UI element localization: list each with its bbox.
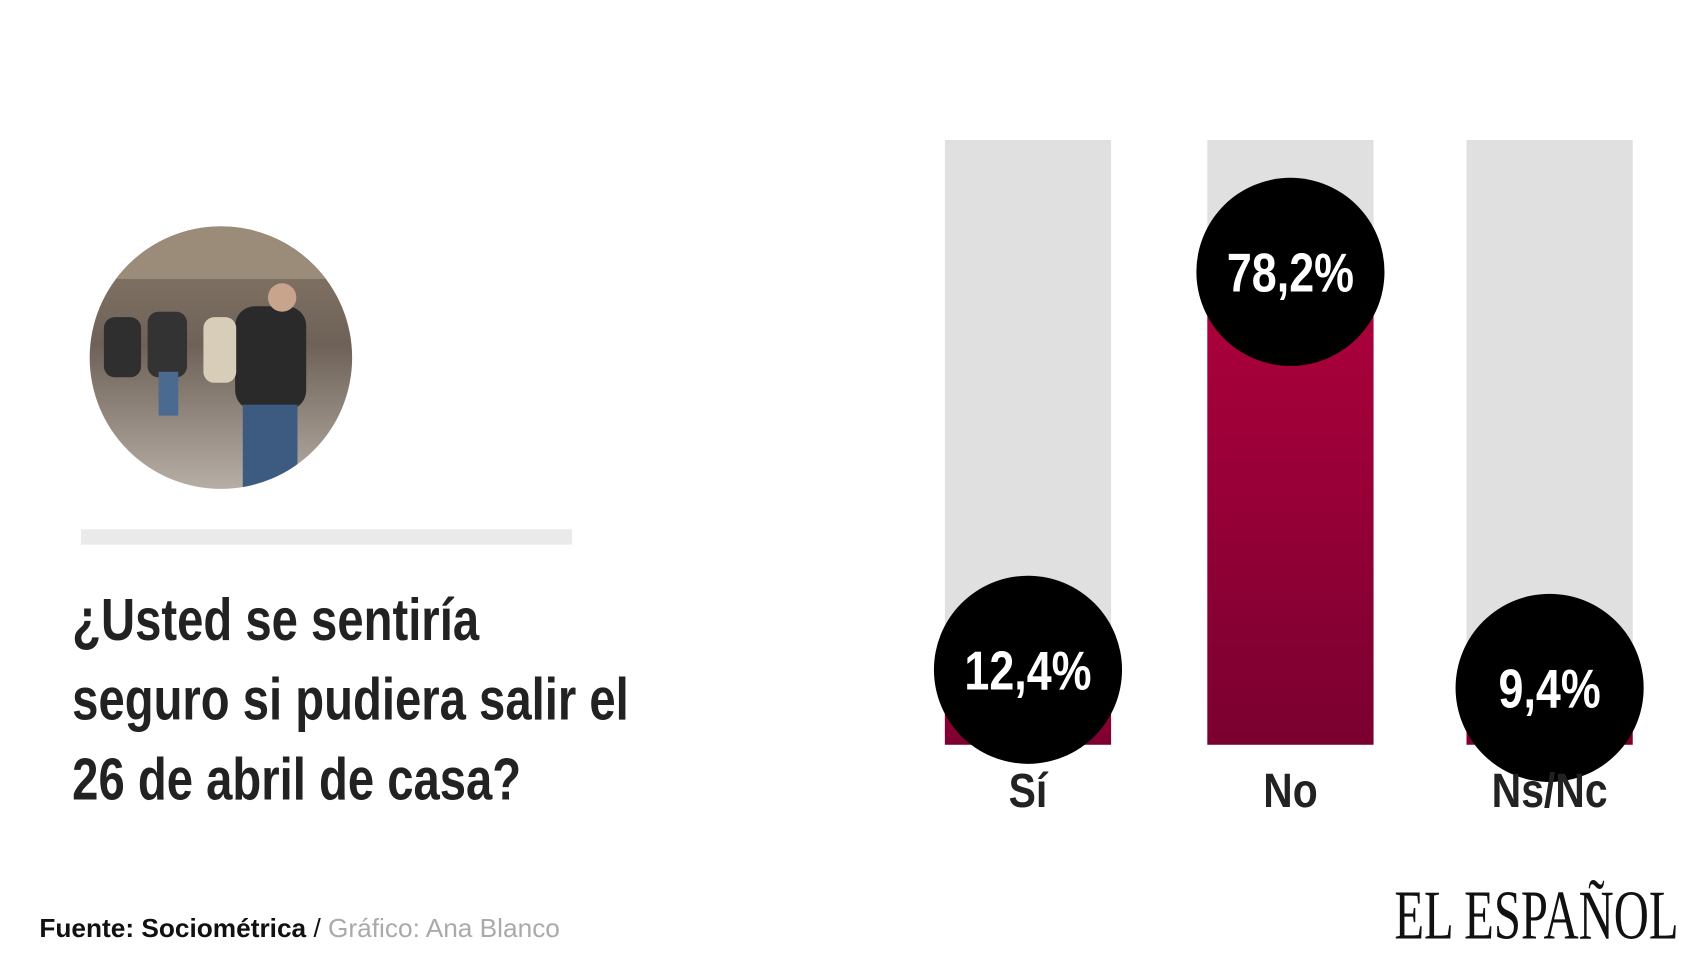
separator: / xyxy=(313,913,321,943)
divider xyxy=(80,529,572,545)
value-badge xyxy=(933,575,1123,764)
chart-title-line: ¿Usted se sentiría xyxy=(72,588,480,653)
value-label: 12,4% xyxy=(964,640,1091,701)
photo xyxy=(89,226,353,489)
x-tick-label: Sí xyxy=(1009,765,1049,818)
brand-logo: EL ESPAÑOL xyxy=(1394,877,1678,954)
value-label: 9,4% xyxy=(1499,658,1601,719)
value-badge xyxy=(1196,177,1385,366)
chart-title-line: seguro si pudiera salir el xyxy=(72,668,629,733)
x-tick-label: Ns/Nc xyxy=(1492,765,1608,818)
source-line: Fuente: Sociométrica / Gráfico: Ana Blan… xyxy=(39,913,560,943)
value-badge xyxy=(1455,593,1644,782)
source: Fuente: Sociométrica xyxy=(39,913,306,943)
credit: Gráfico: Ana Blanco xyxy=(328,913,560,943)
chart-title-line: 26 de abril de casa? xyxy=(72,748,521,813)
x-tick-label: No xyxy=(1263,765,1318,818)
value-label: 78,2% xyxy=(1227,242,1354,303)
